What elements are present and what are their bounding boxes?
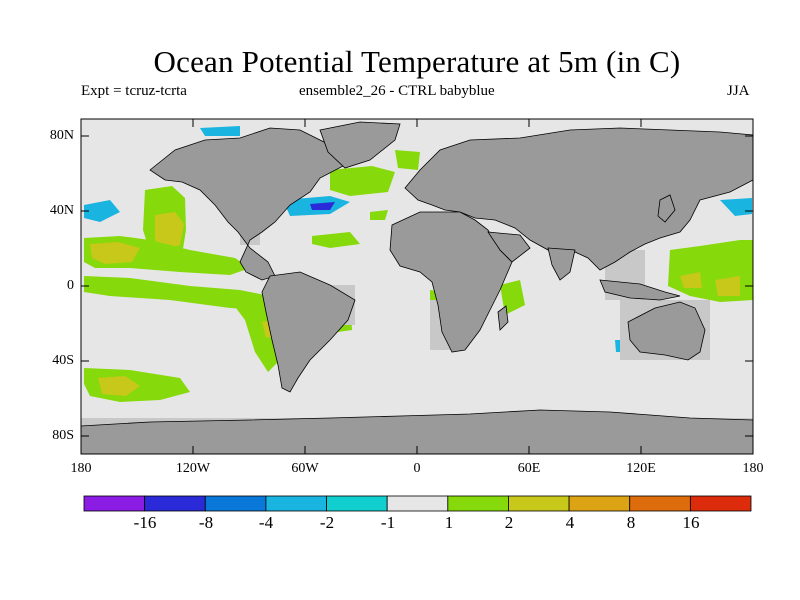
colorbar-swatch <box>689 495 752 512</box>
anomaly-patch-cold <box>310 202 335 210</box>
season-label: JJA <box>727 83 750 99</box>
colorbar-label: -4 <box>258 513 274 532</box>
lon-label-60w: 60W <box>291 461 319 476</box>
anomaly-patch-cool <box>84 200 120 222</box>
anomaly-patch-hot <box>98 376 140 396</box>
colorbar-swatch <box>508 495 570 512</box>
colorbar <box>83 495 752 512</box>
colorbar-swatch <box>204 495 267 512</box>
colorbar-label: 16 <box>682 513 700 532</box>
anomaly-patch-cool <box>720 198 752 216</box>
lon-label-60e: 60E <box>517 461 541 476</box>
colorbar-label: 2 <box>504 513 514 532</box>
eurasia <box>404 127 754 271</box>
maritime-continent <box>599 279 681 301</box>
colorbar-label: -16 <box>133 513 157 532</box>
latitude-ticks <box>81 135 753 437</box>
lon-label-120e: 120E <box>626 461 656 476</box>
africa <box>389 211 513 353</box>
colorbar-label: -1 <box>380 513 396 532</box>
anomaly-patch-cool <box>200 126 240 136</box>
chart-title: Ocean Potential Temperature at 5m (in C) <box>153 44 681 79</box>
japan <box>657 194 676 223</box>
experiment-label: Expt = tcruz-tcrta <box>81 83 187 99</box>
anomaly-patch-warm <box>370 210 388 220</box>
lat-label-40n: 40N <box>49 203 74 218</box>
colorbar-swatch <box>629 495 691 512</box>
colorbar-label: -8 <box>198 513 214 532</box>
anomaly-patches <box>84 126 753 402</box>
colorbar-swatch <box>144 495 206 512</box>
australia <box>627 301 706 361</box>
lat-label-80s: 80S <box>52 428 74 443</box>
lon-label-180e: 180 <box>742 461 764 476</box>
colorbar-swatch <box>386 495 449 512</box>
land-masses <box>80 121 754 455</box>
madagascar <box>497 305 509 331</box>
anomaly-patch-warm <box>395 150 420 170</box>
arabian-peninsula <box>487 231 531 263</box>
colorbar-label: 8 <box>626 513 636 532</box>
north-america <box>149 127 346 281</box>
south-america <box>261 271 356 393</box>
lat-label-40s: 40S <box>52 353 74 368</box>
anomaly-patch-warm <box>312 232 360 248</box>
anomaly-patch-hot <box>715 276 740 296</box>
colorbar-swatch <box>447 495 509 512</box>
lon-label-0: 0 <box>413 461 421 476</box>
anomaly-patch-hot <box>680 272 702 288</box>
colorbar-label: 4 <box>565 513 575 532</box>
colorbar-swatch <box>83 495 146 512</box>
india <box>547 247 576 281</box>
lat-label-80n: 80N <box>49 128 74 143</box>
colorbar-label: -2 <box>319 513 335 532</box>
longitude-ticks <box>192 119 642 454</box>
anomaly-patch-warm <box>330 166 395 196</box>
anomaly-patch-hot <box>155 212 184 250</box>
lon-label-180w: 180 <box>70 461 92 476</box>
anomaly-patch-warm <box>84 276 270 310</box>
colorbar-label: 1 <box>444 513 454 532</box>
colorbar-swatch <box>265 495 327 512</box>
anomaly-patch-hot <box>90 242 140 264</box>
colorbar-swatch <box>326 495 388 512</box>
colorbar-swatch <box>568 495 631 512</box>
lon-label-120w: 120W <box>175 461 211 476</box>
ensemble-label: ensemble2_26 - CTRL babyblue <box>299 83 495 99</box>
greenland <box>319 121 401 169</box>
lat-label-0: 0 <box>67 278 74 293</box>
